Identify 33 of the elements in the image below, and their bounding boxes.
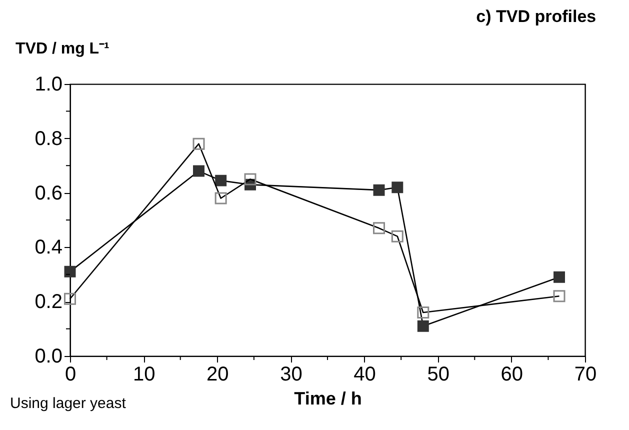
point (554, 271, 565, 283)
y-tick-label: 0.6 (34, 182, 62, 204)
x-tick-label: 0 (64, 364, 76, 386)
x-axis-title: Time / h (294, 388, 362, 408)
x-tick-label: 20 (206, 364, 229, 386)
point (192, 138, 205, 150)
chart-title: c) TVD profiles (476, 7, 596, 26)
point (215, 174, 227, 186)
point (392, 182, 404, 194)
point (417, 306, 430, 318)
point (417, 320, 429, 332)
point (64, 266, 76, 278)
y-tick-label: 0.0 (34, 346, 62, 368)
point (373, 184, 385, 196)
x-tick-label: 40 (354, 364, 376, 386)
point (391, 230, 404, 242)
y-tick-label: 1.0 (34, 74, 62, 96)
point (64, 292, 76, 305)
y-tick-label: 0.2 (34, 291, 62, 314)
text: Using lager yeast (10, 395, 127, 412)
x-tick-label: 60 (500, 364, 524, 386)
point (193, 165, 204, 177)
x-tick-label: 70 (574, 364, 597, 386)
x-tick-label: 30 (280, 364, 302, 386)
point (244, 173, 256, 186)
point (553, 290, 566, 302)
x-tick-label: 50 (427, 364, 450, 386)
point (214, 192, 227, 204)
point (373, 222, 385, 234)
y-axis-title: TVD / mg L⁻¹ (16, 40, 110, 58)
y-tick-label: 0.8 (34, 128, 62, 150)
y-tick-label: 0.4 (34, 236, 62, 259)
x-tick-label: 10 (132, 364, 156, 386)
